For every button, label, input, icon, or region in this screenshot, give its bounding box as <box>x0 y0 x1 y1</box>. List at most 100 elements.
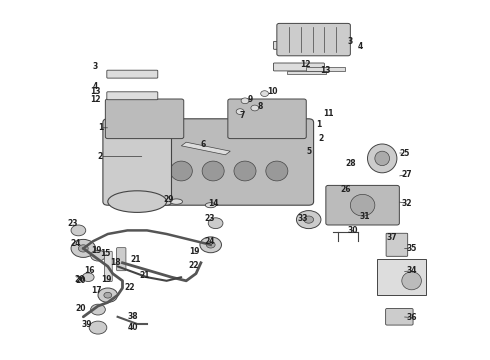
Text: 32: 32 <box>401 199 412 208</box>
Bar <box>287 71 326 74</box>
Text: 5: 5 <box>306 147 311 156</box>
Ellipse shape <box>171 199 182 204</box>
Text: 20: 20 <box>75 305 86 313</box>
Ellipse shape <box>350 194 375 216</box>
Text: 15: 15 <box>100 249 111 258</box>
Circle shape <box>71 225 86 236</box>
Circle shape <box>206 242 215 248</box>
Text: 36: 36 <box>406 313 417 322</box>
Text: 19: 19 <box>189 247 200 256</box>
Text: 13: 13 <box>320 66 331 75</box>
Text: 23: 23 <box>204 215 215 223</box>
Text: 19: 19 <box>91 247 102 256</box>
Text: 29: 29 <box>164 195 174 204</box>
Text: 6: 6 <box>201 140 206 149</box>
FancyBboxPatch shape <box>107 70 158 78</box>
Circle shape <box>251 105 259 111</box>
Text: 1: 1 <box>316 120 321 129</box>
Text: 8: 8 <box>257 102 262 111</box>
Text: 20: 20 <box>74 275 85 284</box>
Text: 18: 18 <box>110 258 121 267</box>
FancyBboxPatch shape <box>326 185 399 225</box>
Text: 20: 20 <box>75 276 86 284</box>
Text: 7: 7 <box>240 111 245 120</box>
Circle shape <box>296 211 321 229</box>
Text: 12: 12 <box>90 95 101 104</box>
Ellipse shape <box>368 144 397 173</box>
Text: 4: 4 <box>358 42 363 51</box>
Text: 2: 2 <box>318 134 323 143</box>
Text: 22: 22 <box>188 261 199 270</box>
Text: 35: 35 <box>406 244 417 253</box>
Text: 3: 3 <box>348 37 353 46</box>
Circle shape <box>236 109 244 114</box>
Text: 21: 21 <box>130 256 141 264</box>
Ellipse shape <box>266 161 288 181</box>
Ellipse shape <box>234 161 256 181</box>
Circle shape <box>78 245 88 252</box>
FancyBboxPatch shape <box>103 119 172 205</box>
Text: 12: 12 <box>300 60 311 69</box>
Circle shape <box>91 304 105 315</box>
FancyBboxPatch shape <box>157 119 314 205</box>
Bar <box>377 259 426 295</box>
Text: 2: 2 <box>98 152 103 161</box>
Bar <box>306 67 345 71</box>
Text: 33: 33 <box>297 215 308 223</box>
Text: 25: 25 <box>399 149 410 158</box>
Circle shape <box>200 237 221 253</box>
FancyBboxPatch shape <box>104 251 112 282</box>
Text: 40: 40 <box>128 323 139 332</box>
Text: 4: 4 <box>93 82 98 91</box>
Circle shape <box>71 239 96 257</box>
Circle shape <box>98 288 118 302</box>
Ellipse shape <box>402 272 421 290</box>
Text: 9: 9 <box>247 95 252 104</box>
Circle shape <box>208 218 223 229</box>
Text: 16: 16 <box>84 266 95 275</box>
Circle shape <box>104 292 112 298</box>
Ellipse shape <box>202 161 224 181</box>
FancyBboxPatch shape <box>117 248 126 271</box>
Circle shape <box>261 91 269 96</box>
FancyBboxPatch shape <box>277 23 350 56</box>
Text: 27: 27 <box>401 170 412 179</box>
Ellipse shape <box>108 191 167 212</box>
Ellipse shape <box>170 161 192 181</box>
Text: 39: 39 <box>82 320 93 329</box>
Text: 24: 24 <box>204 237 215 246</box>
Circle shape <box>82 273 94 282</box>
Circle shape <box>91 250 105 261</box>
Text: 10: 10 <box>267 87 277 96</box>
Text: 22: 22 <box>124 283 135 292</box>
Circle shape <box>241 98 249 104</box>
Text: 26: 26 <box>340 185 351 194</box>
Polygon shape <box>181 142 230 155</box>
Ellipse shape <box>375 151 390 166</box>
Text: 28: 28 <box>345 159 356 168</box>
Text: 37: 37 <box>387 233 397 242</box>
Text: 23: 23 <box>67 220 78 229</box>
Text: 31: 31 <box>360 212 370 220</box>
Text: 19: 19 <box>101 275 112 284</box>
Ellipse shape <box>205 203 216 208</box>
Text: 3: 3 <box>93 62 98 71</box>
Circle shape <box>89 321 107 334</box>
Text: 11: 11 <box>323 109 334 118</box>
Circle shape <box>304 216 314 223</box>
Text: 1: 1 <box>98 123 103 132</box>
FancyBboxPatch shape <box>386 233 408 256</box>
FancyBboxPatch shape <box>228 99 306 139</box>
FancyBboxPatch shape <box>273 63 324 71</box>
Text: 38: 38 <box>128 312 139 321</box>
Text: 13: 13 <box>90 87 101 96</box>
FancyBboxPatch shape <box>107 92 158 100</box>
FancyBboxPatch shape <box>386 309 413 325</box>
FancyBboxPatch shape <box>273 41 324 49</box>
FancyBboxPatch shape <box>105 99 184 139</box>
Text: 30: 30 <box>347 226 358 235</box>
Text: 21: 21 <box>139 271 150 280</box>
Text: 17: 17 <box>91 287 102 295</box>
Text: 14: 14 <box>208 199 219 208</box>
Text: 34: 34 <box>406 266 417 275</box>
